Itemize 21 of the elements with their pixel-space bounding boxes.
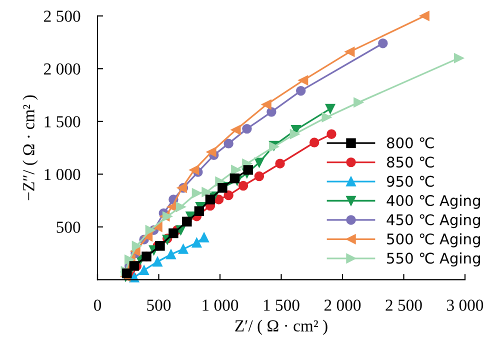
y-tick-label: 1 500 (44, 116, 80, 128)
x-tick-label: 500 (147, 300, 171, 311)
y-axis-title: −Z″/ ( Ω · cm² ) (22, 95, 38, 200)
legend-label: 400 ℃ Aging (386, 194, 480, 209)
y-tick-label: 1 000 (44, 168, 80, 180)
legend-label: 500 ℃ Aging (387, 233, 480, 248)
y-tick-label: 2 500 (44, 10, 80, 22)
y-tick-label: 500 (56, 222, 80, 233)
x-axis-title: Z′/ ( Ω · cm² ) (235, 320, 328, 335)
legend-label: 450 ℃ Aging (386, 214, 480, 228)
x-tick-label: 2 000 (324, 300, 361, 311)
x-tick-label: 0 (94, 300, 102, 311)
y-tick-label: 2 000 (44, 63, 80, 75)
x-tick-label: 3 000 (447, 300, 484, 311)
legend-label: 950 ℃ (386, 176, 434, 187)
legend-label: 800 ℃ (386, 137, 434, 148)
legend-label: 850 ℃ (386, 156, 434, 168)
x-tick-label: 1 000 (202, 300, 238, 311)
legend-label: 550 ℃ Aging (387, 252, 480, 267)
x-tick-label: 2 500 (386, 300, 422, 311)
x-tick-label: 1 500 (264, 300, 300, 311)
